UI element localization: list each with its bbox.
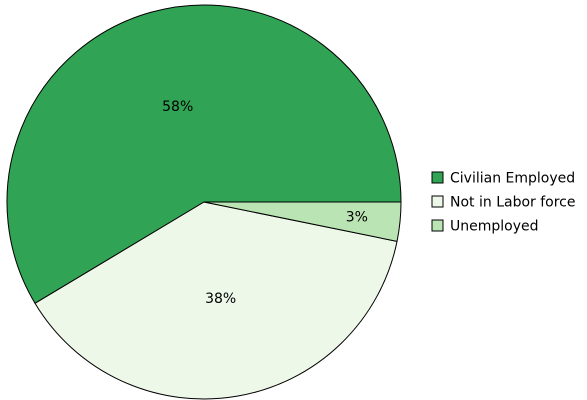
legend-swatch-unemployed	[431, 219, 444, 232]
pie-slice-unemployed	[203, 201, 402, 242]
pie-slice-civilian-employed	[6, 4, 402, 304]
slice-label-unemployed: 3%	[346, 209, 368, 225]
pie-slices	[6, 4, 402, 400]
pie-slice-not-in-labor-force	[34, 201, 398, 400]
slice-label-not-in-labor-force: 38%	[205, 291, 236, 307]
slice-label-civilian-employed: 58%	[162, 99, 193, 115]
legend: Civilian Employed Not in Labor force Unemp…	[431, 171, 575, 235]
pie-slice-labels: 58% 38% 3%	[162, 99, 368, 307]
legend-label-unemployed: Unemployed	[450, 219, 539, 235]
legend-label-civilian-employed: Civilian Employed	[450, 171, 575, 187]
legend-swatch-not-in-labor-force	[431, 195, 444, 208]
legend-swatch-civilian-employed	[431, 171, 444, 184]
legend-label-not-in-labor-force: Not in Labor force	[450, 195, 575, 211]
